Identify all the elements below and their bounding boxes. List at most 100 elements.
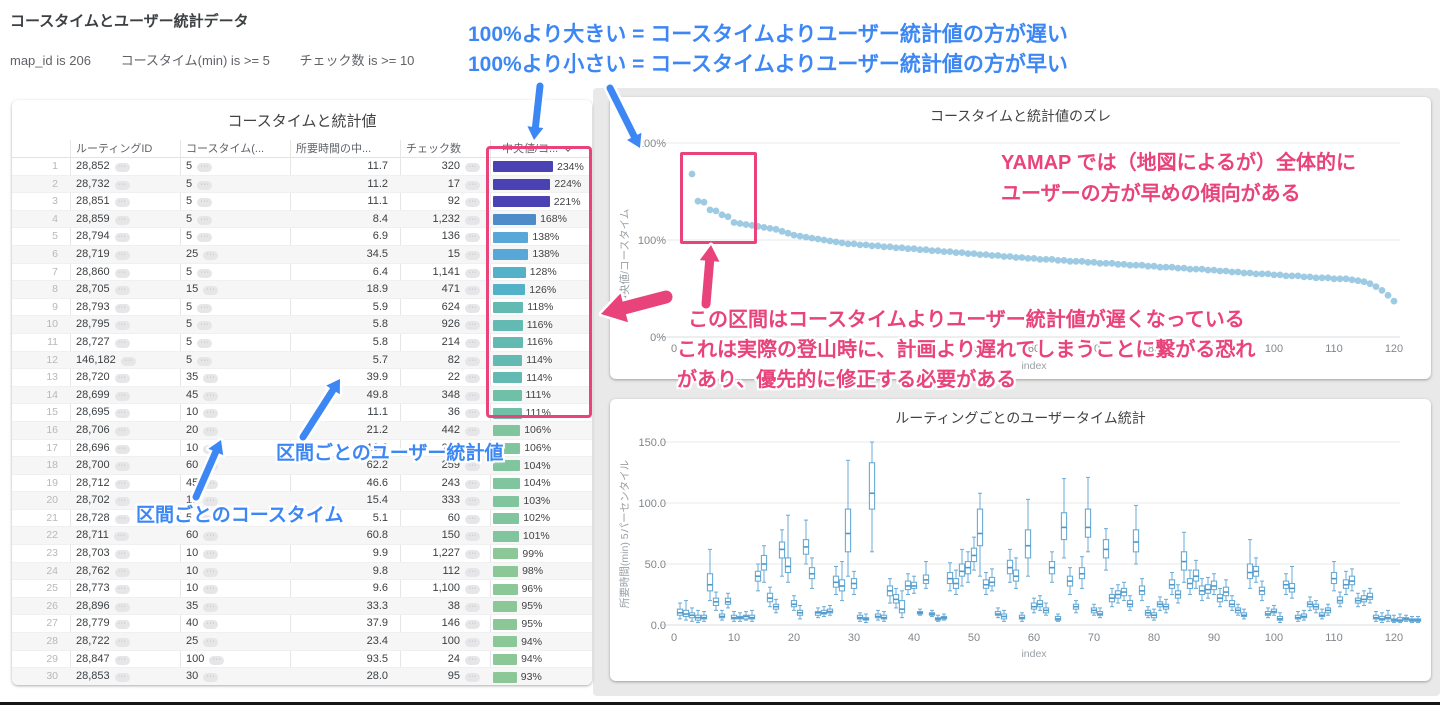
scatter-point xyxy=(850,240,858,248)
ellipsis-pill: ··· xyxy=(114,479,130,489)
median-ratio-bar-cell: 116% xyxy=(493,334,553,352)
table-row[interactable]: 20 28,702 ··· 15 ··· 15.4 333 ··· 103% xyxy=(12,492,592,510)
table-row[interactable]: 12 146,182 ··· 5 ··· 5.7 82 ··· 114% xyxy=(12,351,592,370)
filter-chip-check-count[interactable]: チェック数 is >= 10 xyxy=(299,53,415,68)
column-header-routing-id[interactable]: ルーティングID xyxy=(76,143,153,155)
page-title: コースタイムとユーザー統計データ xyxy=(10,13,249,30)
scatter-point xyxy=(1000,253,1008,260)
ellipsis-pill: ··· xyxy=(197,321,213,331)
annotation-blue-smaller: 100%より小さい = コースタイムよりユーザー統計値の方が早い xyxy=(468,53,1068,76)
ellipsis-pill: ··· xyxy=(114,655,130,665)
scatter-point xyxy=(922,246,930,254)
table-row[interactable]: 24 28,762 ··· 10 ··· 9.8 112 ··· 98% xyxy=(12,562,592,581)
box-plot[interactable]: 所要時間(min) 5パーセンタイル index 0.0 50.0 100.0 150… xyxy=(610,399,1431,681)
table-row[interactable]: 21 28,728 ··· 5 ··· 5.1 60 ··· 102% xyxy=(12,510,592,528)
table-row[interactable]: 27 28,779 ··· 40 ··· 37.9 146 ··· 95% xyxy=(12,615,592,634)
table-row[interactable]: 6 28,719 ··· 25 ··· 34.5 15 ··· 138% xyxy=(12,245,592,264)
box-whisker xyxy=(1066,567,1074,595)
table-cell: 28,703 ··· xyxy=(76,545,130,563)
table-cell: 146,182 ··· xyxy=(76,352,136,370)
column-header-course-time[interactable]: コースタイム(... xyxy=(186,143,265,155)
table-row[interactable]: 26 28,896 ··· 35 ··· 33.3 38 ··· 95% xyxy=(12,597,592,616)
ratio-bar xyxy=(493,178,551,190)
table-cell: 11 xyxy=(47,335,58,348)
box-whisker xyxy=(1084,476,1092,553)
table-row[interactable]: 10 28,795 ··· 5 ··· 5.8 926 ··· 116% xyxy=(12,316,592,334)
ratio-bar xyxy=(493,636,518,648)
table-row[interactable]: 23 28,703 ··· 10 ··· 9.9 1,227 ··· 99% xyxy=(12,545,592,563)
box-whisker xyxy=(1096,607,1104,619)
table-row[interactable]: 4 28,859 ··· 5 ··· 8.4 1,232 ··· 168% xyxy=(12,210,592,229)
table-row[interactable]: 2 28,732 ··· 5 ··· 11.2 17 ··· 224% xyxy=(12,175,592,194)
scatter-point xyxy=(1348,276,1356,284)
ratio-bar xyxy=(493,460,520,472)
box-whisker xyxy=(688,607,696,622)
box-whisker xyxy=(1264,607,1272,619)
table-row[interactable]: 22 28,711 ··· 60 ··· 60.8 150 ··· 101% xyxy=(12,527,592,546)
scatter-point xyxy=(1102,259,1110,267)
table-row[interactable]: 11 28,727 ··· 5 ··· 5.8 214 ··· 116% xyxy=(12,334,592,352)
scatter-point xyxy=(1174,264,1182,272)
table-cell: 1 xyxy=(52,160,58,172)
filter-chip-map-id[interactable]: map_id is 206 xyxy=(10,53,91,68)
table-cell: 93.5 xyxy=(366,652,388,665)
box-whisker xyxy=(712,591,720,611)
annotation-blue-user-stat: 区間ごとのユーザー統計値 xyxy=(276,443,504,464)
x-tick-label: 10 xyxy=(728,632,740,644)
x-tick-label: 50 xyxy=(968,632,980,644)
table-row[interactable]: 16 28,706 ··· 20 ··· 21.2 442 ··· 106% xyxy=(12,421,592,440)
scatter-point xyxy=(1180,264,1188,272)
box-whisker xyxy=(1198,578,1206,602)
table-cell: 10 ··· xyxy=(186,580,219,598)
table-cell: 10 ··· xyxy=(186,563,219,581)
table-cell: 30 xyxy=(46,670,58,683)
ellipsis-pill: ··· xyxy=(197,356,213,366)
table-row[interactable]: 30 28,853 ··· 30 ··· 28.0 95 ··· 93% xyxy=(12,668,592,685)
table-row[interactable]: 8 28,705 ··· 15 ··· 18.9 471 ··· 126% xyxy=(12,281,592,299)
box-whisker xyxy=(856,612,864,622)
scatter-plot[interactable]: 中央値/コースタイム index 200% 100% 0% 0 10 20 30 40 50 60… xyxy=(610,97,1431,379)
ellipsis-pill: ··· xyxy=(114,250,130,260)
table-cell: 30 ··· xyxy=(186,668,219,685)
box-whisker xyxy=(1234,603,1242,616)
table-row[interactable]: 19 28,712 ··· 45 ··· 46.6 243 ··· 104% xyxy=(12,475,592,493)
table-row[interactable]: 25 28,773 ··· 10 ··· 9.6 1,100 ··· 96% xyxy=(12,580,592,598)
box-whisker xyxy=(676,602,684,620)
table-row[interactable]: 7 28,860 ··· 5 ··· 6.4 1,141 ··· 128% xyxy=(12,264,592,282)
ellipsis-pill: ··· xyxy=(203,391,219,401)
column-header-median-time[interactable]: 所要時間の中... xyxy=(296,143,372,155)
table-cell: 11.1 xyxy=(367,195,388,208)
filter-chip-course-time[interactable]: コースタイム(min) is >= 5 xyxy=(120,53,270,68)
table-cell: 21 xyxy=(46,511,58,524)
ratio-bar-label: 168% xyxy=(540,213,567,226)
scatter-point xyxy=(1204,266,1212,274)
box-whisker xyxy=(1138,578,1146,602)
ratio-bar-label: 98% xyxy=(522,565,544,578)
table-row[interactable]: 28 28,722 ··· 25 ··· 23.4 100 ··· 94% xyxy=(12,633,592,651)
ratio-bar-label: 96% xyxy=(521,582,543,595)
x-tick-label: 30 xyxy=(848,343,860,355)
ratio-bar-label: 95% xyxy=(521,600,543,613)
ellipsis-pill: ··· xyxy=(203,250,219,260)
box-whisker xyxy=(910,575,918,594)
table-row[interactable]: 29 28,847 ··· 100 ··· 93.5 24 ··· 94% xyxy=(12,651,592,669)
box-whisker xyxy=(838,561,846,602)
table-row[interactable]: 9 28,793 ··· 5 ··· 5.9 624 ··· 118% xyxy=(12,299,592,317)
table-row[interactable]: 5 28,794 ··· 5 ··· 6.9 136 ··· 138% xyxy=(12,228,592,246)
scatter-point xyxy=(1222,267,1230,275)
scatter-y-axis-title: 中央値/コースタイム xyxy=(618,209,631,306)
table-cell: 348 ··· xyxy=(394,387,480,405)
box-whisker xyxy=(1150,608,1158,621)
box-whisker xyxy=(1222,579,1230,602)
scatter-point xyxy=(1024,255,1032,262)
column-header-check-count[interactable]: チェック数 xyxy=(406,143,461,155)
table-cell: 6.9 xyxy=(372,230,388,243)
table-row[interactable]: 3 28,851 ··· 5 ··· 11.1 92 ··· 221% xyxy=(12,193,592,211)
table-cell: 28,795 ··· xyxy=(76,316,130,334)
table-row[interactable]: 1 28,852 ··· 5 ··· 11.7 320 ··· 234% xyxy=(12,158,592,176)
scatter-point xyxy=(1360,278,1368,286)
box-whisker xyxy=(946,562,954,592)
scatter-point xyxy=(790,231,798,239)
scatter-point xyxy=(814,235,822,243)
scatter-point xyxy=(892,244,900,252)
